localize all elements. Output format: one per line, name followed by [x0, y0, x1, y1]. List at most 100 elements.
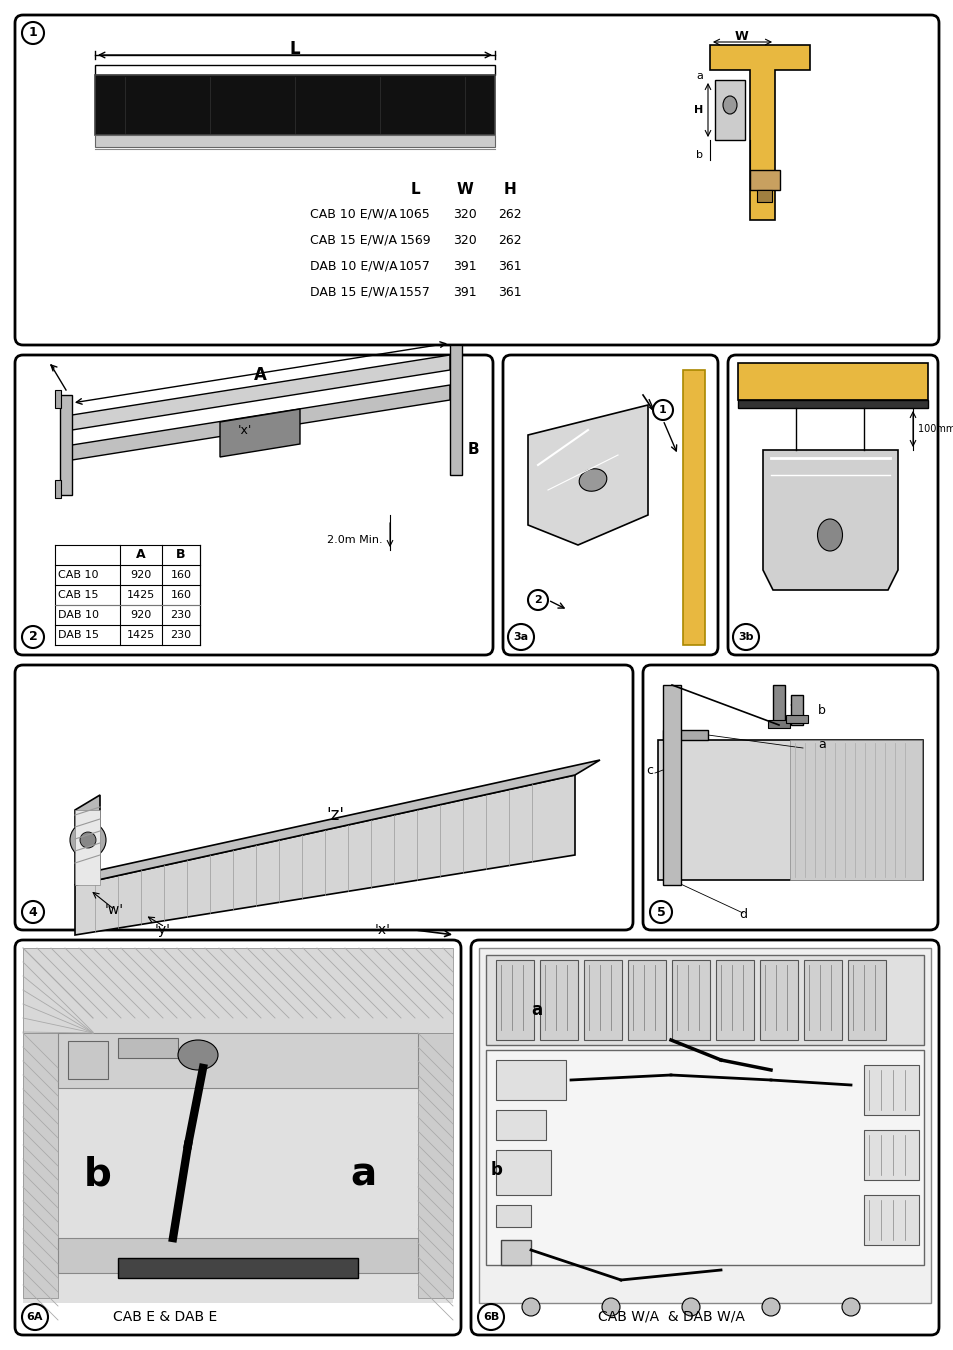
- Bar: [75, 810, 100, 886]
- Circle shape: [681, 1297, 700, 1316]
- Text: 2: 2: [29, 630, 37, 644]
- Circle shape: [22, 626, 44, 648]
- Text: 2: 2: [534, 595, 541, 605]
- Text: 'w': 'w': [105, 903, 124, 917]
- Circle shape: [601, 1297, 619, 1316]
- Circle shape: [22, 900, 44, 923]
- Text: 391: 391: [453, 285, 476, 298]
- Circle shape: [22, 1304, 48, 1330]
- Text: CAB 10: CAB 10: [58, 570, 98, 580]
- Text: 160: 160: [171, 570, 192, 580]
- Text: 'x': 'x': [237, 424, 252, 436]
- Bar: [863, 1065, 918, 1115]
- Circle shape: [80, 832, 96, 848]
- Text: A: A: [136, 548, 146, 562]
- Text: H: H: [503, 182, 516, 197]
- Text: A: A: [253, 366, 266, 383]
- Ellipse shape: [722, 96, 737, 113]
- Text: b: b: [84, 1156, 112, 1193]
- Circle shape: [477, 1304, 503, 1330]
- Bar: [863, 1195, 918, 1245]
- Text: 'y': 'y': [154, 923, 171, 937]
- Text: d: d: [739, 909, 746, 922]
- Text: 6B: 6B: [482, 1312, 498, 1322]
- Text: 262: 262: [497, 208, 521, 220]
- Bar: [496, 1110, 545, 1139]
- Bar: [23, 948, 453, 1303]
- Polygon shape: [738, 363, 927, 400]
- Bar: [658, 740, 923, 880]
- Text: 5: 5: [656, 906, 664, 918]
- Bar: [500, 1241, 531, 1265]
- Bar: [95, 65, 495, 76]
- Circle shape: [652, 400, 672, 420]
- Text: a: a: [817, 738, 825, 752]
- Text: CAB E & DAB E: CAB E & DAB E: [112, 1310, 217, 1324]
- Bar: [785, 716, 807, 724]
- Bar: [767, 720, 789, 728]
- Bar: [803, 960, 841, 1040]
- Text: CAB 15 E/W/A: CAB 15 E/W/A: [310, 234, 396, 247]
- Bar: [485, 954, 923, 1045]
- Text: 1057: 1057: [398, 259, 431, 273]
- Bar: [58, 1033, 417, 1088]
- Polygon shape: [762, 450, 897, 590]
- Bar: [60, 396, 71, 495]
- Bar: [790, 695, 802, 725]
- Bar: [95, 76, 495, 135]
- Text: DAB 10: DAB 10: [58, 610, 99, 620]
- Text: CAB 10 E/W/A: CAB 10 E/W/A: [310, 208, 396, 220]
- Bar: [496, 1060, 565, 1100]
- Text: 3b: 3b: [738, 632, 753, 643]
- FancyBboxPatch shape: [15, 666, 633, 930]
- Text: CAB 15: CAB 15: [58, 590, 98, 599]
- Text: 1425: 1425: [127, 630, 155, 640]
- Text: L: L: [410, 182, 419, 197]
- Bar: [95, 135, 495, 147]
- FancyBboxPatch shape: [727, 355, 937, 655]
- Bar: [789, 740, 921, 880]
- Text: 1065: 1065: [398, 208, 431, 220]
- Bar: [757, 190, 771, 202]
- Text: b: b: [817, 703, 825, 717]
- Polygon shape: [714, 80, 744, 140]
- Circle shape: [761, 1297, 780, 1316]
- Circle shape: [22, 22, 44, 45]
- Circle shape: [507, 624, 534, 649]
- Text: 361: 361: [497, 285, 521, 298]
- FancyBboxPatch shape: [15, 940, 460, 1335]
- Text: 3a: 3a: [513, 632, 528, 643]
- Bar: [485, 1050, 923, 1265]
- Bar: [749, 170, 780, 190]
- Polygon shape: [662, 730, 707, 740]
- Bar: [847, 960, 885, 1040]
- Polygon shape: [220, 409, 299, 458]
- Circle shape: [649, 900, 671, 923]
- Text: 2.0m Min.: 2.0m Min.: [327, 535, 382, 545]
- Bar: [55, 390, 61, 408]
- Text: a: a: [350, 1156, 375, 1193]
- Text: L: L: [290, 40, 300, 58]
- Text: 230: 230: [171, 630, 192, 640]
- Text: B: B: [176, 548, 186, 562]
- FancyBboxPatch shape: [15, 355, 493, 655]
- Text: 1425: 1425: [127, 590, 155, 599]
- Bar: [539, 960, 578, 1040]
- Ellipse shape: [817, 518, 841, 551]
- Text: b: b: [491, 1161, 502, 1179]
- Bar: [118, 1038, 178, 1058]
- Bar: [760, 960, 797, 1040]
- Text: W: W: [456, 182, 473, 197]
- Polygon shape: [71, 355, 450, 431]
- Text: a: a: [696, 72, 702, 81]
- Bar: [55, 481, 61, 498]
- Bar: [450, 346, 461, 475]
- Bar: [662, 684, 680, 886]
- Text: H: H: [693, 105, 702, 115]
- Text: 920: 920: [131, 610, 152, 620]
- Bar: [23, 1033, 58, 1297]
- Text: B: B: [468, 443, 479, 458]
- FancyBboxPatch shape: [642, 666, 937, 930]
- Text: 1: 1: [29, 27, 37, 39]
- Polygon shape: [71, 385, 450, 460]
